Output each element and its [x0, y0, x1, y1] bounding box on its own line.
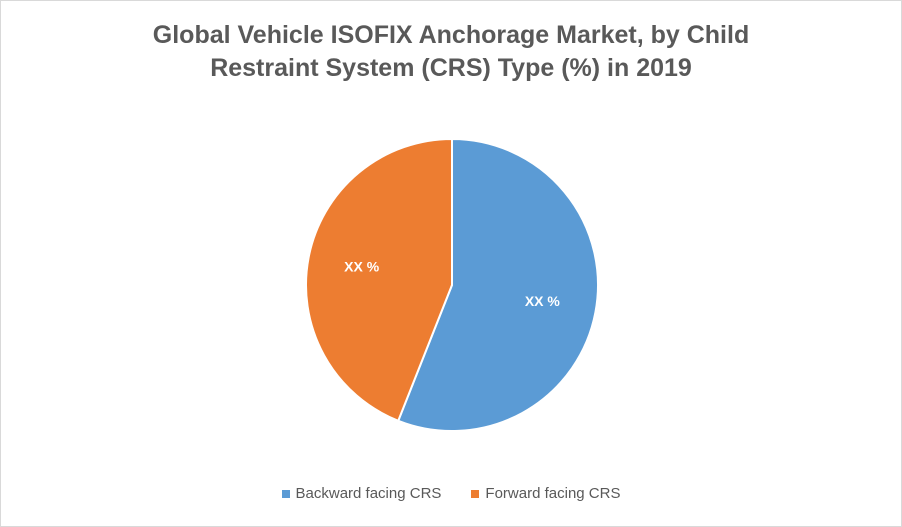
pie-labels: XX % XX %: [344, 258, 560, 308]
legend-label-forward: Forward facing CRS: [485, 485, 621, 502]
pie-slice-forward: [305, 137, 453, 423]
legend-swatch-forward: [471, 489, 480, 498]
legend: Backward facing CRS Forward facing CRS: [1, 485, 901, 502]
pie-slices: [305, 137, 599, 432]
pie-slice-backward: [396, 137, 599, 432]
legend-item-backward: Backward facing CRS: [281, 485, 442, 502]
chart-title-line-2: Restraint System (CRS) Type (%) in 2019: [210, 54, 692, 82]
legend-swatch-backward: [281, 489, 290, 498]
pie-label-backward: XX %: [525, 293, 561, 309]
legend-item-forward: Forward facing CRS: [471, 485, 620, 502]
pie-label-forward: XX %: [344, 258, 380, 274]
chart-title-line-1: Global Vehicle ISOFIX Anchorage Market, …: [152, 21, 750, 49]
legend-label-backward: Backward facing CRS: [295, 485, 442, 502]
chart-title: Global Vehicle ISOFIX Anchorage Market, …: [1, 19, 901, 85]
